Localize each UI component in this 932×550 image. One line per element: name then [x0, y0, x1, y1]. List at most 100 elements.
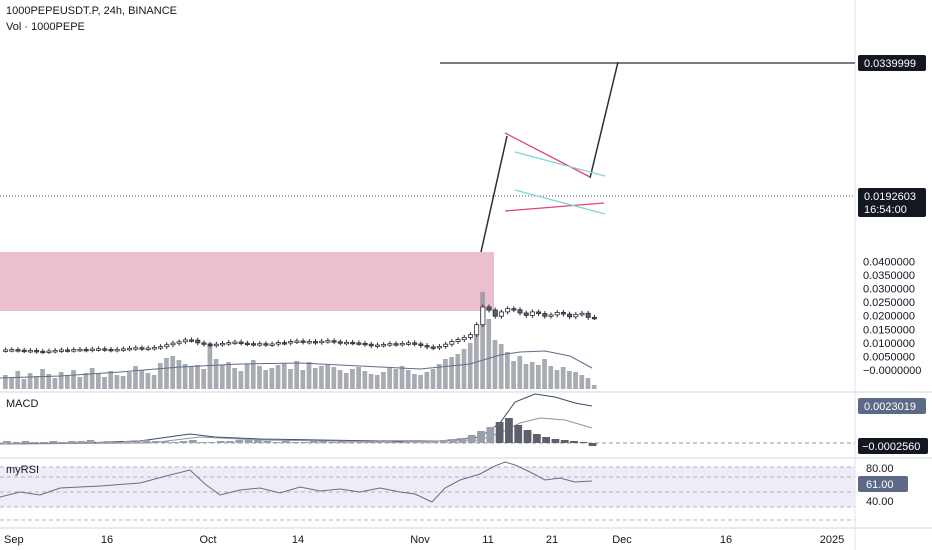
candle[interactable] [46, 350, 52, 353]
candle[interactable] [418, 343, 424, 346]
candle[interactable] [585, 312, 591, 318]
candle[interactable] [145, 347, 151, 350]
candle[interactable] [96, 348, 102, 351]
candle[interactable] [325, 340, 331, 343]
candle[interactable] [77, 348, 83, 352]
candle[interactable] [288, 341, 294, 344]
candle[interactable] [71, 349, 77, 352]
candle[interactable] [467, 334, 473, 338]
candle[interactable] [579, 312, 585, 316]
candle[interactable] [58, 349, 64, 352]
candle[interactable] [27, 350, 33, 353]
candle[interactable] [474, 324, 480, 336]
candle[interactable] [170, 342, 176, 346]
channel-lower-line[interactable] [514, 189, 606, 215]
candle[interactable] [548, 314, 554, 317]
candle[interactable] [505, 308, 511, 313]
candle[interactable] [356, 342, 362, 345]
candle[interactable] [34, 350, 40, 353]
flagpole-line[interactable] [480, 135, 508, 253]
time-axis[interactable]: Sep 16 Oct 14 Nov 11 21 Dec 16 2025 [4, 534, 844, 546]
candlestick-series[interactable] [3, 304, 597, 354]
candle[interactable] [368, 343, 374, 347]
candle[interactable] [139, 347, 145, 350]
candle[interactable] [412, 342, 418, 345]
projection-line[interactable] [589, 61, 619, 179]
candle[interactable] [251, 343, 257, 346]
candle[interactable] [480, 306, 486, 326]
candle[interactable] [449, 341, 455, 345]
candle[interactable] [220, 342, 226, 346]
candle[interactable] [560, 312, 566, 315]
candle[interactable] [455, 339, 461, 342]
candle[interactable] [238, 341, 244, 344]
candle[interactable] [362, 342, 368, 346]
candle[interactable] [83, 348, 89, 352]
channel-upper-line[interactable] [514, 151, 606, 177]
candle[interactable] [529, 311, 535, 316]
candle[interactable] [461, 337, 467, 340]
candle[interactable] [300, 340, 306, 343]
candle[interactable] [405, 342, 411, 345]
candle[interactable] [127, 347, 133, 351]
candle[interactable] [263, 343, 269, 346]
candle[interactable] [89, 348, 95, 351]
candle[interactable] [182, 339, 188, 343]
candle[interactable] [554, 312, 560, 316]
candle[interactable] [393, 343, 399, 346]
candle[interactable] [151, 347, 157, 350]
consolidation-zone[interactable] [0, 252, 494, 311]
candle[interactable] [591, 316, 597, 320]
candle[interactable] [381, 344, 387, 347]
candle[interactable] [9, 349, 15, 352]
candle[interactable] [15, 349, 21, 352]
candle[interactable] [498, 311, 504, 317]
candle[interactable] [21, 349, 27, 353]
candle[interactable] [207, 343, 213, 347]
macd-pane[interactable]: 0.0023019 −0.0002560 [0, 393, 928, 454]
consolidation-rectangle[interactable] [0, 252, 494, 311]
candle[interactable] [306, 341, 312, 344]
candle[interactable] [337, 341, 343, 344]
candle[interactable] [542, 313, 548, 317]
candle[interactable] [374, 344, 380, 347]
candle[interactable] [523, 312, 529, 316]
candle[interactable] [189, 339, 195, 342]
candle[interactable] [158, 346, 164, 349]
candle[interactable] [52, 350, 58, 353]
candle[interactable] [443, 343, 449, 347]
rsi-pane[interactable]: 80.00 40.00 61.00 [0, 461, 908, 521]
candle[interactable] [486, 306, 492, 311]
candle[interactable] [40, 350, 46, 354]
candle[interactable] [195, 339, 201, 344]
candle[interactable] [108, 348, 114, 352]
candle[interactable] [399, 342, 405, 346]
candle[interactable] [3, 349, 9, 352]
candle[interactable] [232, 341, 238, 344]
candle[interactable] [387, 343, 393, 346]
candle[interactable] [120, 348, 126, 351]
candle[interactable] [319, 340, 325, 344]
candle[interactable] [65, 349, 71, 352]
candle[interactable] [536, 311, 542, 314]
candle[interactable] [350, 341, 356, 345]
candle[interactable] [331, 340, 337, 343]
candle[interactable] [244, 342, 250, 346]
candle[interactable] [226, 342, 232, 345]
candle[interactable] [213, 343, 219, 347]
candle[interactable] [424, 345, 430, 348]
candle[interactable] [312, 341, 318, 344]
candle[interactable] [164, 344, 170, 348]
candle[interactable] [176, 341, 182, 344]
flag-bottom-line[interactable] [504, 202, 605, 212]
flag-top-line[interactable] [504, 132, 591, 178]
candle[interactable] [511, 308, 517, 311]
candle[interactable] [133, 347, 139, 350]
candle[interactable] [257, 343, 263, 346]
candle[interactable] [282, 342, 288, 345]
candle[interactable] [102, 348, 108, 351]
candle[interactable] [343, 341, 349, 345]
candle[interactable] [517, 309, 523, 314]
